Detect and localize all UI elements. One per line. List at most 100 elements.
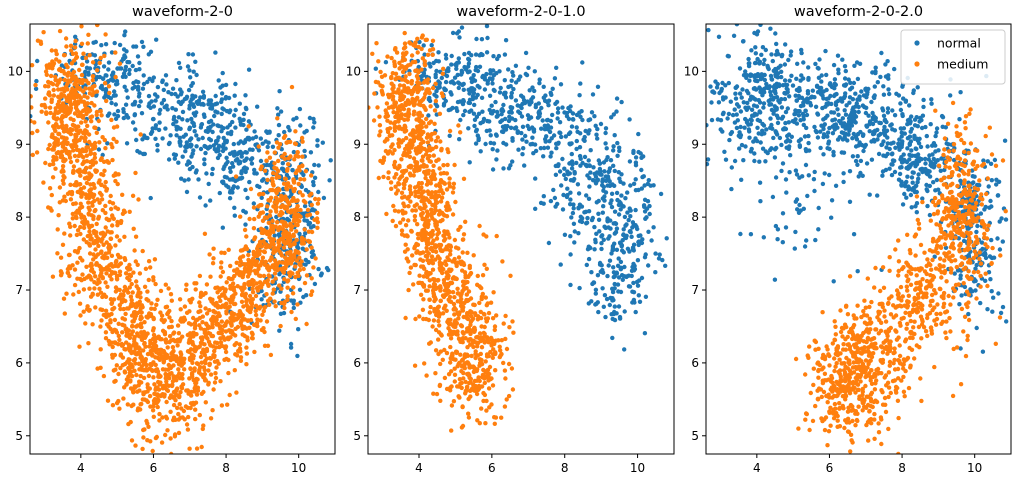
point-normal <box>466 56 471 62</box>
point-medium <box>430 38 436 43</box>
point-normal <box>231 153 237 158</box>
point-medium <box>316 197 321 202</box>
point-normal <box>578 214 583 219</box>
point-medium <box>455 260 460 265</box>
point-medium <box>288 270 293 275</box>
scatter-points <box>30 24 333 454</box>
point-normal <box>442 86 447 91</box>
point-medium <box>59 271 64 276</box>
point-normal <box>426 97 432 102</box>
point-medium <box>238 355 244 360</box>
point-normal <box>629 268 635 273</box>
point-medium <box>138 306 143 311</box>
point-normal <box>197 195 203 200</box>
point-normal <box>189 154 194 159</box>
point-normal <box>502 92 508 97</box>
point-normal <box>519 130 524 136</box>
point-medium <box>79 41 85 46</box>
point-medium <box>283 255 288 260</box>
point-medium <box>78 231 83 237</box>
point-medium <box>423 175 428 181</box>
point-normal <box>137 60 142 66</box>
point-medium <box>110 264 116 269</box>
point-normal <box>443 52 449 58</box>
point-normal <box>136 103 142 109</box>
point-medium <box>250 277 255 283</box>
point-normal <box>186 87 192 93</box>
point-normal <box>92 53 98 58</box>
point-medium <box>237 263 243 268</box>
point-normal <box>484 71 489 77</box>
point-medium <box>141 348 146 353</box>
point-medium <box>158 337 163 342</box>
y-tick-label: 7 <box>15 283 23 297</box>
point-medium <box>282 277 287 282</box>
point-medium <box>146 424 151 429</box>
point-normal <box>216 148 221 153</box>
point-medium <box>93 207 98 213</box>
point-medium <box>430 85 436 91</box>
point-medium <box>309 276 314 281</box>
point-medium <box>164 354 169 360</box>
point-normal <box>113 116 119 122</box>
point-normal <box>198 146 204 152</box>
point-normal <box>568 252 573 257</box>
point-medium <box>226 276 231 281</box>
point-medium <box>494 233 499 239</box>
point-medium <box>409 229 414 234</box>
point-medium <box>152 397 158 402</box>
point-normal <box>255 183 260 189</box>
point-normal <box>243 222 248 227</box>
point-medium <box>437 323 442 328</box>
point-medium <box>412 363 418 368</box>
point-normal <box>155 148 160 153</box>
point-normal <box>282 129 287 135</box>
point-medium <box>267 231 272 237</box>
point-medium <box>305 213 310 218</box>
point-medium <box>124 382 129 387</box>
point-medium <box>277 226 283 231</box>
point-medium <box>219 319 224 324</box>
point-medium <box>65 191 71 196</box>
point-normal <box>467 109 472 115</box>
point-medium <box>150 368 155 373</box>
point-medium <box>438 361 443 367</box>
point-normal <box>558 130 563 136</box>
point-medium <box>148 338 153 344</box>
point-normal <box>291 149 297 155</box>
y-tick-label: 8 <box>15 210 23 224</box>
point-normal <box>209 102 214 107</box>
point-medium <box>379 74 385 80</box>
point-medium <box>271 237 277 242</box>
point-medium <box>295 203 300 209</box>
point-medium <box>92 286 97 291</box>
point-normal <box>574 125 579 130</box>
point-medium <box>291 180 297 185</box>
point-normal <box>265 144 270 150</box>
point-normal <box>569 151 574 157</box>
point-normal <box>183 132 188 137</box>
point-normal <box>231 141 236 147</box>
point-normal <box>436 50 441 55</box>
point-medium <box>102 232 108 237</box>
point-medium <box>43 69 49 74</box>
point-normal <box>127 67 132 73</box>
point-normal <box>543 93 548 98</box>
point-medium <box>87 108 93 113</box>
point-medium <box>228 330 234 335</box>
point-normal <box>578 114 583 120</box>
point-normal <box>532 142 538 147</box>
point-medium <box>131 312 137 317</box>
point-medium <box>375 80 381 85</box>
point-medium <box>169 298 174 303</box>
point-medium <box>283 176 288 182</box>
point-medium <box>448 360 453 365</box>
point-normal <box>243 150 248 155</box>
point-normal <box>621 232 626 237</box>
point-normal <box>429 43 434 48</box>
point-normal <box>499 112 504 117</box>
point-normal <box>184 96 189 101</box>
point-normal <box>504 142 509 147</box>
point-medium <box>85 41 91 46</box>
